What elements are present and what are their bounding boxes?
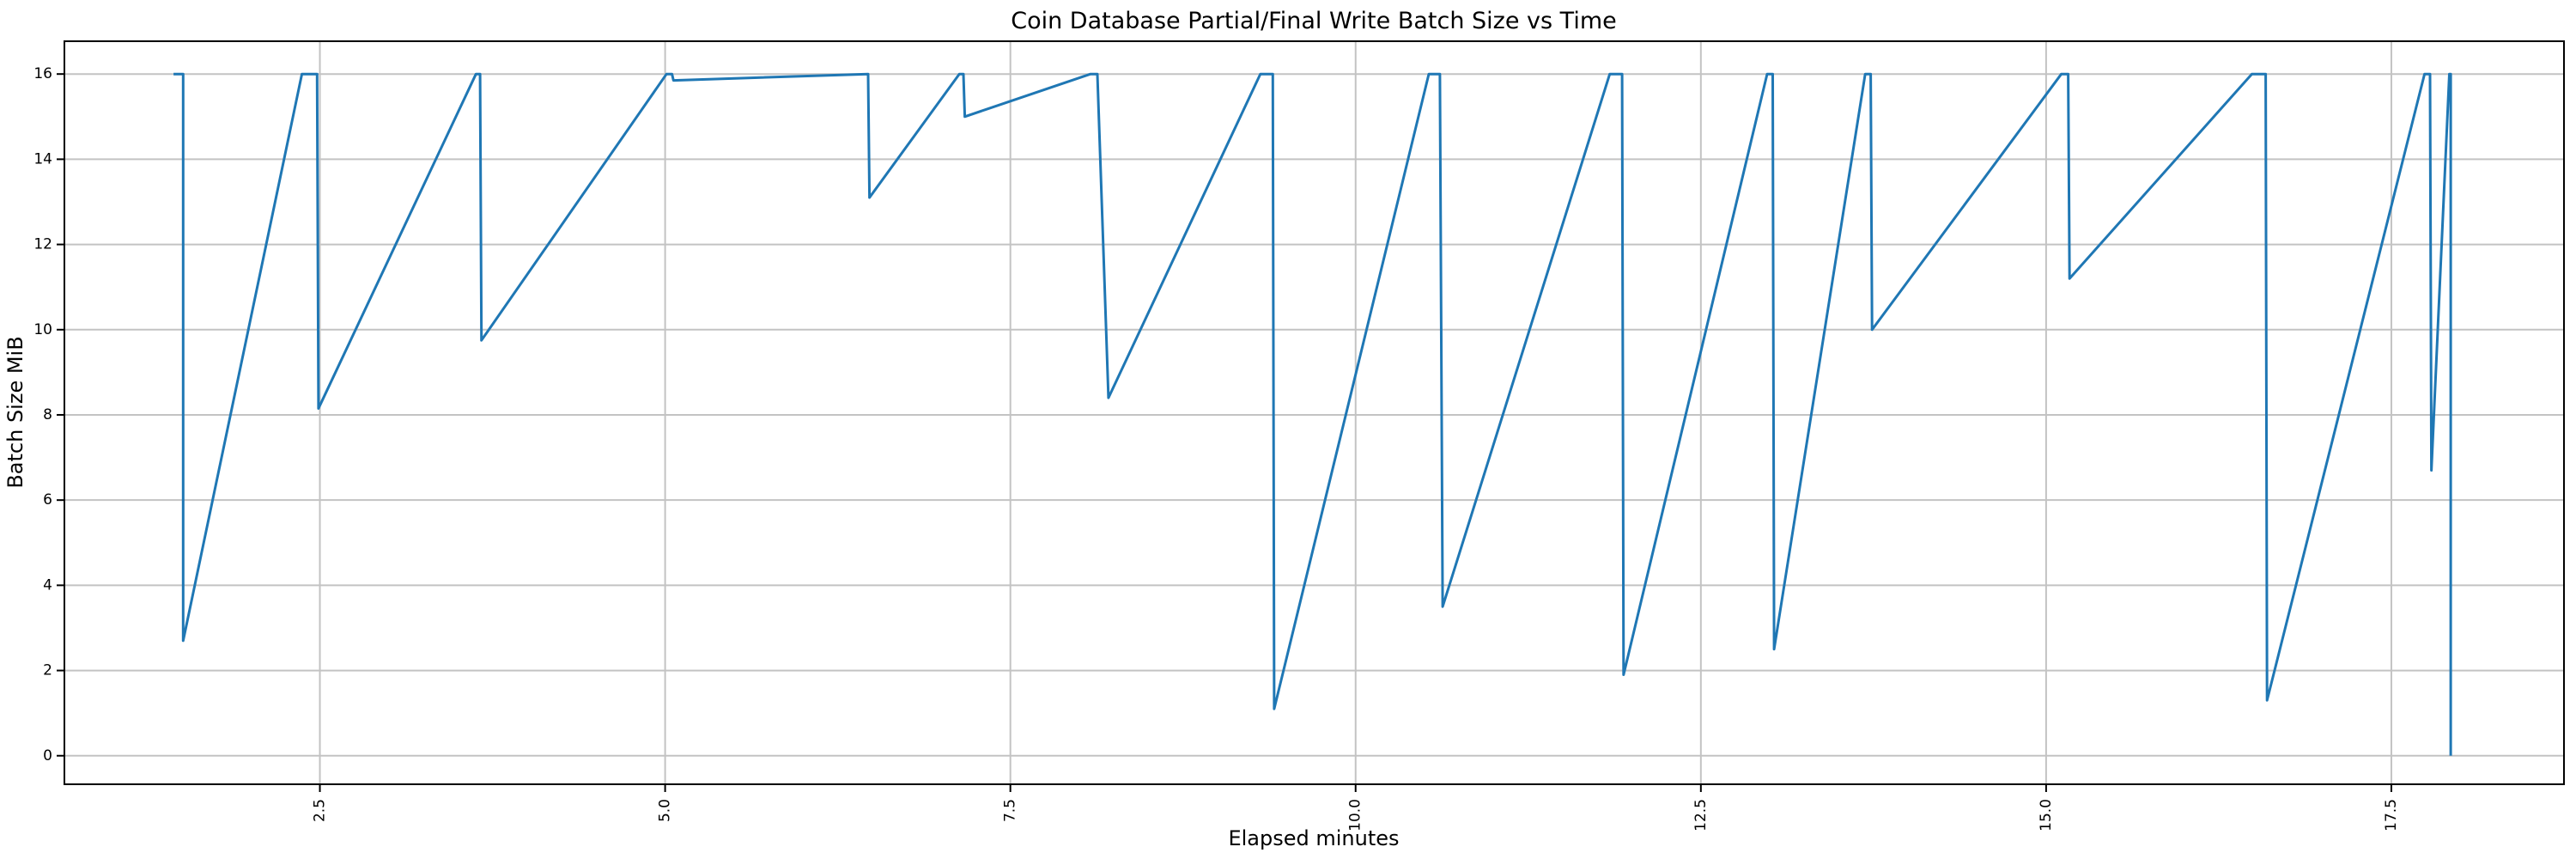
x-tick-label: 17.5 <box>2383 799 2400 832</box>
x-tick-label: 12.5 <box>1692 799 1710 832</box>
y-tick-label: 8 <box>43 406 52 423</box>
y-tick-label: 4 <box>43 576 52 594</box>
x-tick-label: 5.0 <box>657 799 674 822</box>
y-tick-label: 14 <box>33 150 52 168</box>
y-tick-label: 0 <box>43 747 52 765</box>
series-layer <box>173 72 2452 756</box>
y-tick-label: 10 <box>33 321 52 338</box>
plot-spines <box>64 40 2565 785</box>
x-tick-label: 15.0 <box>2038 799 2055 832</box>
series-line-write-batch-size <box>173 72 2452 756</box>
x-axis-label: Elapsed minutes <box>1228 826 1399 850</box>
y-axis-label: Batch Size MiB <box>3 336 27 488</box>
chart-title: Coin Database Partial/Final Write Batch … <box>1011 8 1617 34</box>
axes-layer <box>57 40 2565 792</box>
ticklabel-layer: 2.5 5.0 7.5 10.0 12.5 15.0 17.5 0 2 4 6 8 10 12 14 16 <box>33 65 2400 832</box>
y-tick-label: 6 <box>43 491 52 509</box>
x-tick-label: 7.5 <box>1002 799 1019 822</box>
x-tick-label: 10.0 <box>1347 799 1364 832</box>
x-tick-label: 2.5 <box>312 799 329 822</box>
y-tick-label: 16 <box>33 65 52 82</box>
y-tick-label: 2 <box>43 662 52 679</box>
y-tick-label: 12 <box>33 236 52 253</box>
